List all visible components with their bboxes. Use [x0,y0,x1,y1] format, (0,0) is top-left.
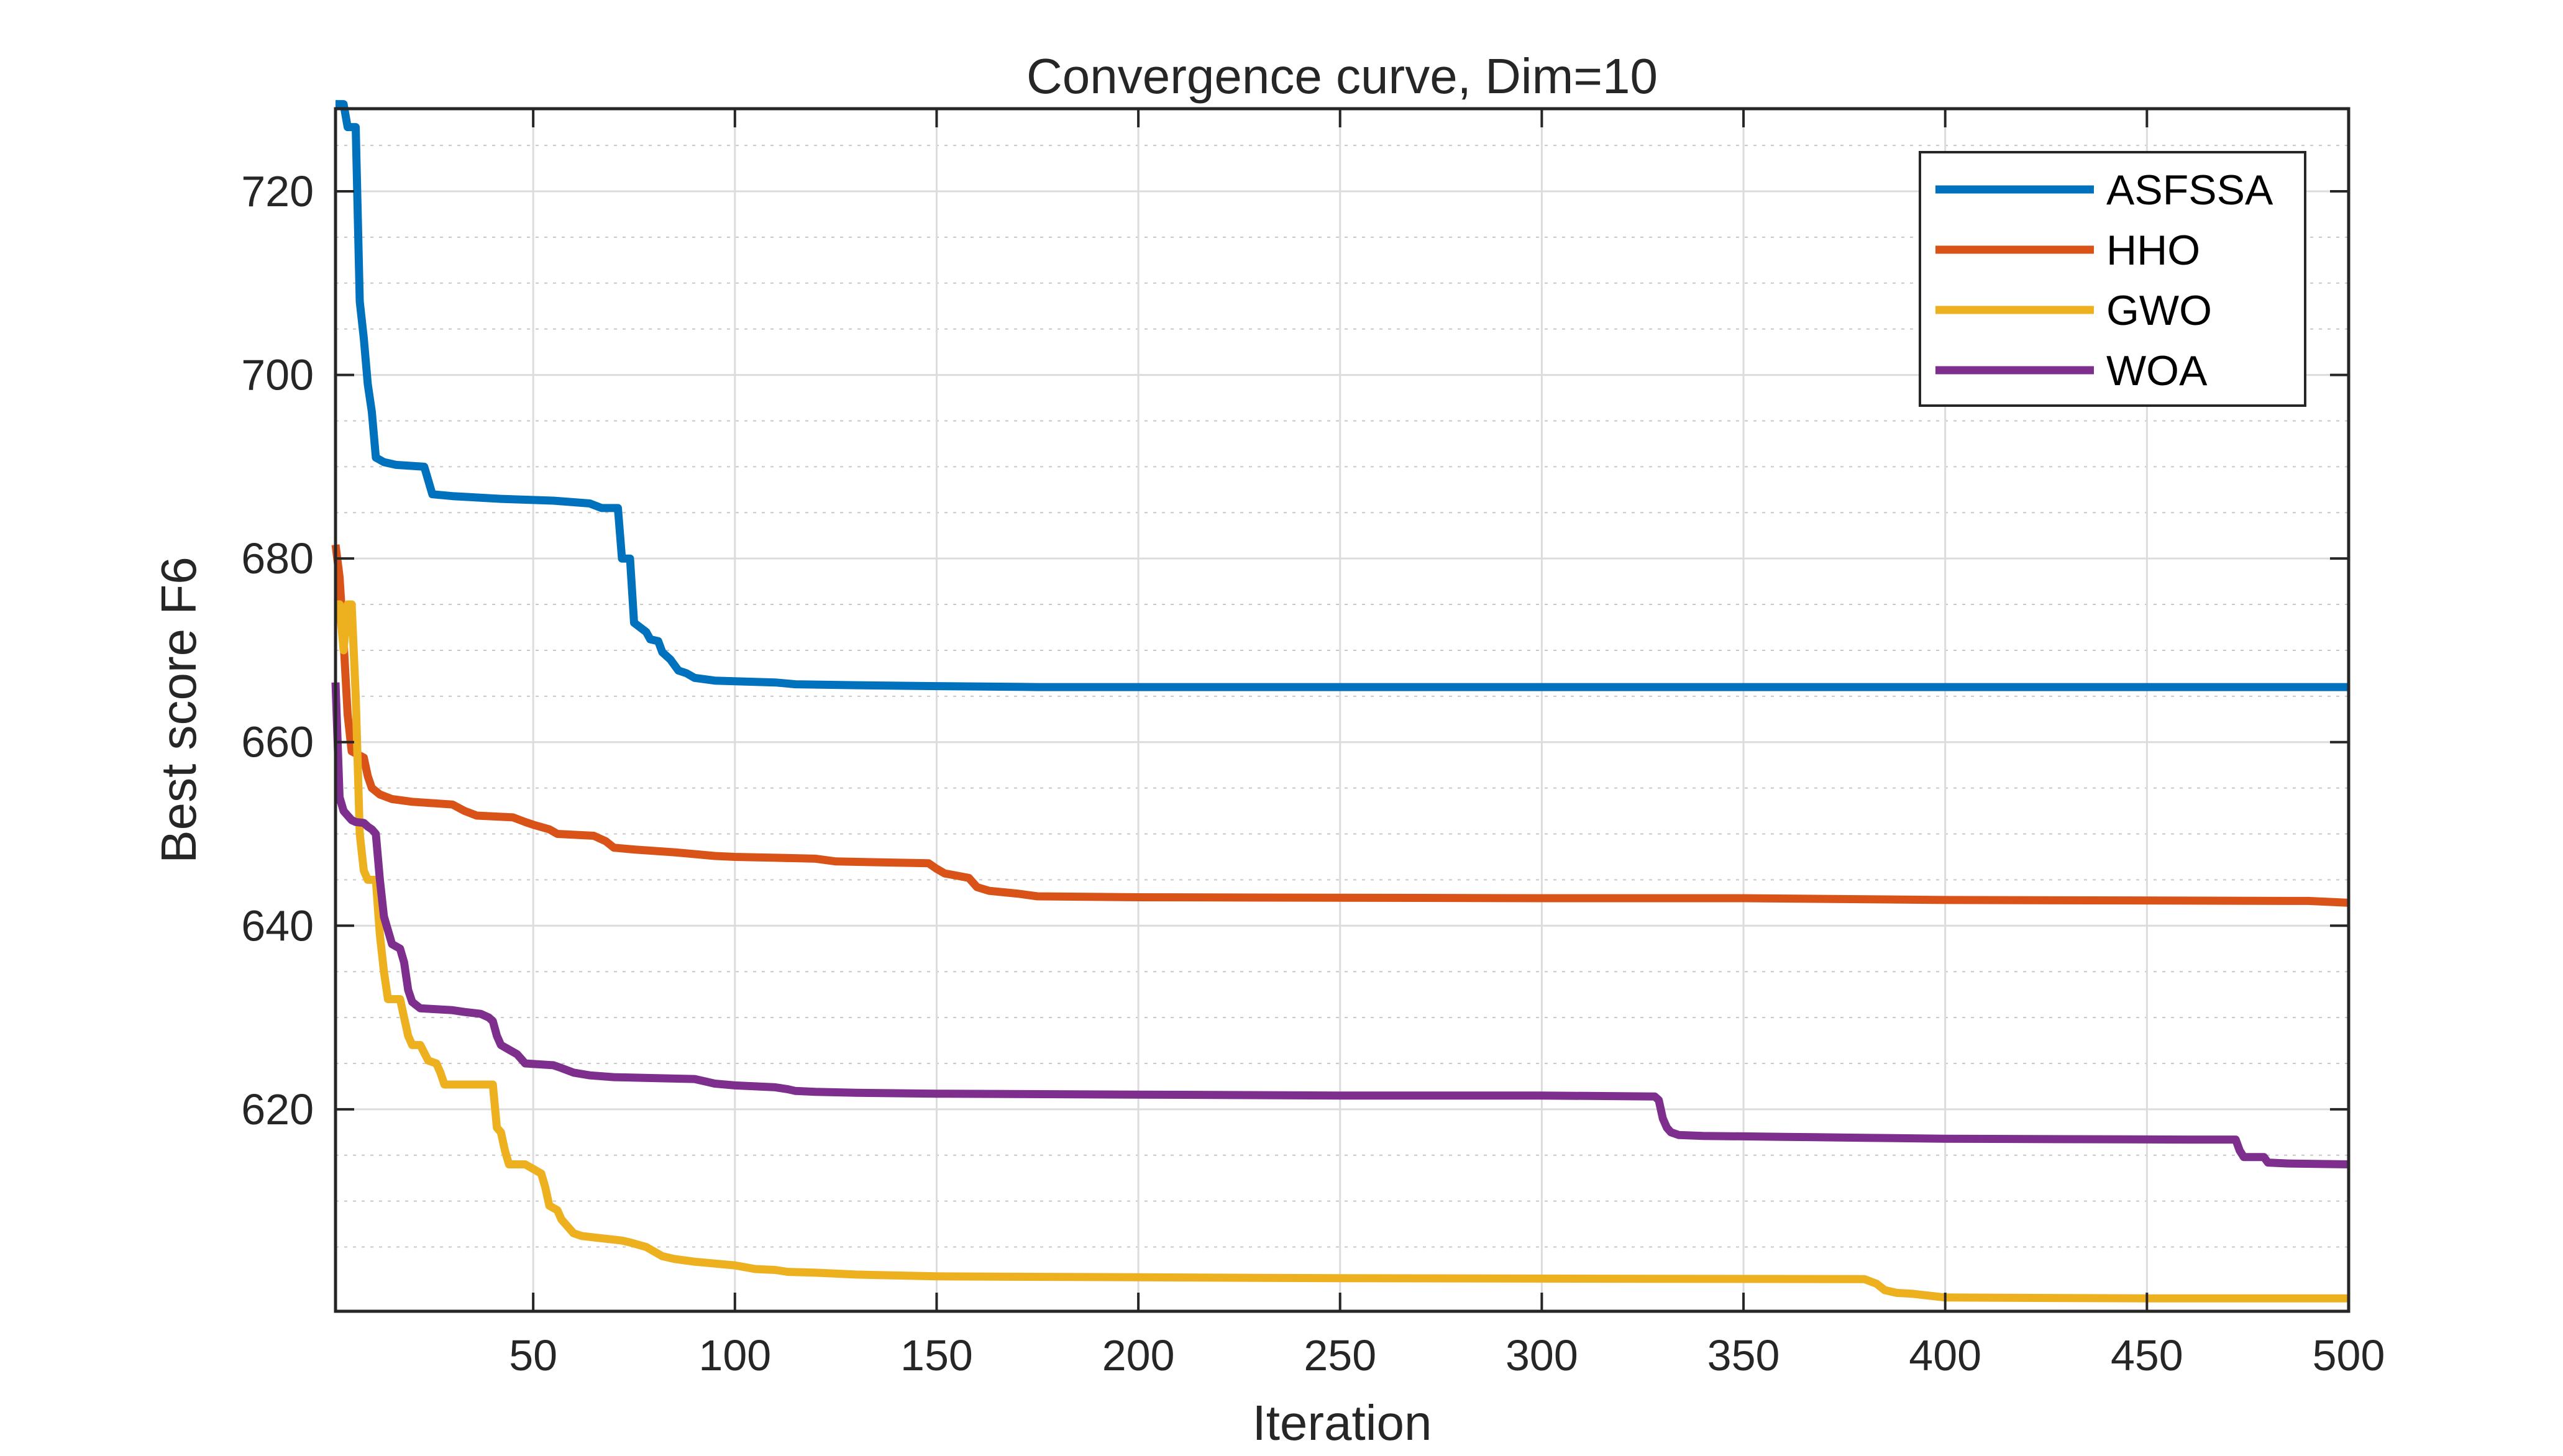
series-line-hho [331,544,2349,907]
x-tick-label: 100 [698,1331,771,1380]
x-tick-label: 400 [1909,1331,1981,1380]
chart-title: Convergence curve, Dim=10 [1026,48,1658,104]
series-line-woa [331,682,2349,1168]
x-tick-label: 500 [2313,1331,2385,1380]
y-tick-label: 620 [241,1085,314,1134]
series-line-asfssa [336,100,2349,691]
axis-ticks: 50 100 150 200 250 300 350 400 450 500 620 640 660 68… [241,109,2385,1380]
x-tick-label: 250 [1304,1331,1376,1380]
y-tick-label: 720 [241,167,314,216]
x-tick-label: 300 [1505,1331,1578,1380]
x-tick-label: 50 [509,1331,557,1380]
legend: ASFSSA HHO GWO WOA [1919,151,2306,407]
legend-label-gwo: GWO [2106,287,2212,334]
y-tick-label: 680 [241,534,314,583]
y-tick-label: 700 [241,351,314,399]
y-tick-label: 640 [241,901,314,950]
legend-label-woa: WOA [2106,347,2208,394]
x-tick-label: 450 [2111,1331,2183,1380]
legend-label-asfssa: ASFSSA [2106,166,2273,214]
legend-box [1919,151,2306,407]
legend-label-hho: HHO [2106,227,2200,274]
x-tick-label: 200 [1102,1331,1175,1380]
plot-frame [334,107,2351,1313]
series-line-gwo [336,600,2349,1303]
x-tick-label: 350 [1707,1331,1780,1380]
x-tick-label: 150 [900,1331,973,1380]
series-layer [331,100,2349,1303]
y-axis-label: Best score F6 [151,557,206,863]
y-tick-label: 660 [241,718,314,767]
x-axis-label: Iteration [1252,1395,1432,1450]
